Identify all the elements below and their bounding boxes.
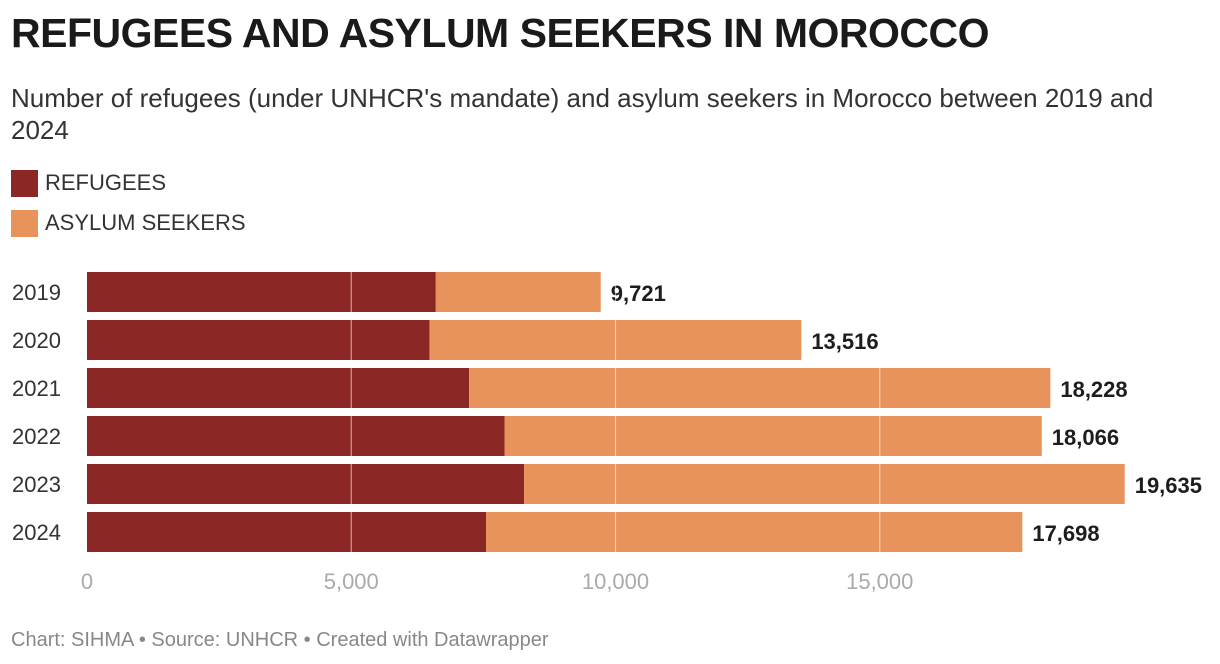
legend-item-asylum-seekers: ASYLUM SEEKERS — [11, 208, 246, 238]
bar-asylum-seekers-2024 — [486, 512, 1023, 552]
bar-asylum-seekers-2022 — [504, 416, 1042, 456]
footer-chart-credit: Chart: SIHMA — [11, 629, 134, 651]
category-label-2021: 2021 — [12, 376, 61, 401]
total-label-2022: 18,066 — [1052, 425, 1119, 450]
footer-separator: • — [133, 629, 152, 651]
footer-tool: Created with Datawrapper — [316, 629, 549, 651]
chart-subtitle: Number of refugees (under UNHCR's mandat… — [11, 83, 1154, 145]
footer: Chart: SIHMA • Source: UNHCR • Created w… — [11, 629, 549, 652]
total-label-2023: 19,635 — [1135, 473, 1202, 498]
bar-asylum-seekers-2023 — [524, 464, 1125, 504]
category-label-2023: 2023 — [12, 472, 61, 497]
bar-asylum-seekers-2021 — [469, 368, 1051, 408]
category-label-2022: 2022 — [12, 424, 61, 449]
category-label-2024: 2024 — [12, 520, 61, 545]
footer-separator: • — [298, 629, 317, 651]
bar-refugees-2020 — [87, 320, 430, 360]
x-tick-label-0: 0 — [81, 569, 93, 594]
bar-refugees-2024 — [87, 512, 487, 552]
legend-label-asylum-seekers: ASYLUM SEEKERS — [45, 210, 246, 235]
bar-refugees-2019 — [87, 272, 436, 312]
chart-title: REFUGEES AND ASYLUM SEEKERS IN MOROCCO — [11, 10, 990, 56]
stacked-bar-chart: 2019 9,721 2020 13,516 2021 18,228 2022 18,066 2… — [12, 272, 1202, 594]
total-label-2024: 17,698 — [1032, 521, 1099, 546]
bar-refugees-2023 — [87, 464, 525, 504]
x-tick-label-10000: 10,000 — [582, 569, 649, 594]
total-label-2021: 18,228 — [1060, 377, 1127, 402]
category-label-2019: 2019 — [12, 280, 61, 305]
legend-swatch-refugees — [11, 169, 38, 197]
x-tick-label-5000: 5,000 — [324, 569, 379, 594]
legend-label-refugees: REFUGEES — [45, 170, 167, 195]
legend: REFUGEES ASYLUM SEEKERS — [11, 168, 246, 248]
bar-asylum-seekers-2019 — [435, 272, 601, 312]
bar-refugees-2022 — [87, 416, 505, 456]
total-label-2020: 13,516 — [811, 329, 878, 354]
footer-source: Source: UNHCR — [151, 629, 299, 651]
legend-item-refugees: REFUGEES — [11, 168, 246, 198]
total-label-2019: 9,721 — [611, 281, 666, 306]
legend-swatch-asylum-seekers — [11, 209, 38, 237]
bar-refugees-2021 — [87, 368, 470, 408]
x-tick-label-15000: 15,000 — [846, 569, 913, 594]
category-label-2020: 2020 — [12, 328, 61, 353]
